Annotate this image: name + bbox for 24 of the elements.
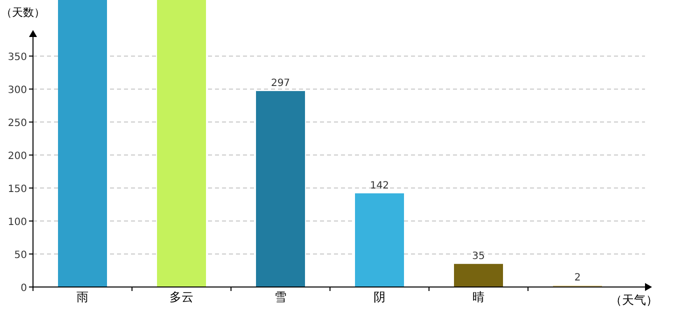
y-tick-label: 0 bbox=[20, 283, 27, 294]
x-axis-title: （天气） bbox=[610, 293, 658, 307]
y-tick-label: 250 bbox=[8, 118, 27, 130]
x-tick-label: 雨 bbox=[76, 290, 88, 304]
y-tick-label: 50 bbox=[14, 250, 27, 262]
bar bbox=[256, 91, 305, 287]
y-tick-label: 300 bbox=[8, 85, 27, 96]
y-tick-label: 150 bbox=[8, 184, 27, 196]
bar bbox=[355, 193, 404, 287]
y-tick-label: 100 bbox=[8, 217, 27, 228]
x-tick-label: 晴 bbox=[472, 290, 484, 304]
x-tick-label: 多云 bbox=[170, 290, 194, 304]
y-tick-label: 350 bbox=[8, 52, 27, 64]
data-label: 35 bbox=[472, 250, 485, 262]
data-label: 142 bbox=[370, 180, 390, 192]
y-tick-label: 200 bbox=[8, 151, 27, 162]
x-tick-label: 雪 bbox=[274, 290, 286, 304]
data-label: 2 bbox=[574, 272, 581, 284]
y-axis-title: （天数） bbox=[1, 6, 45, 19]
bar bbox=[157, 0, 206, 287]
bar bbox=[454, 264, 503, 287]
bar bbox=[58, 0, 107, 287]
x-tick-label: 阴 bbox=[374, 290, 386, 304]
data-label: 297 bbox=[270, 78, 290, 90]
